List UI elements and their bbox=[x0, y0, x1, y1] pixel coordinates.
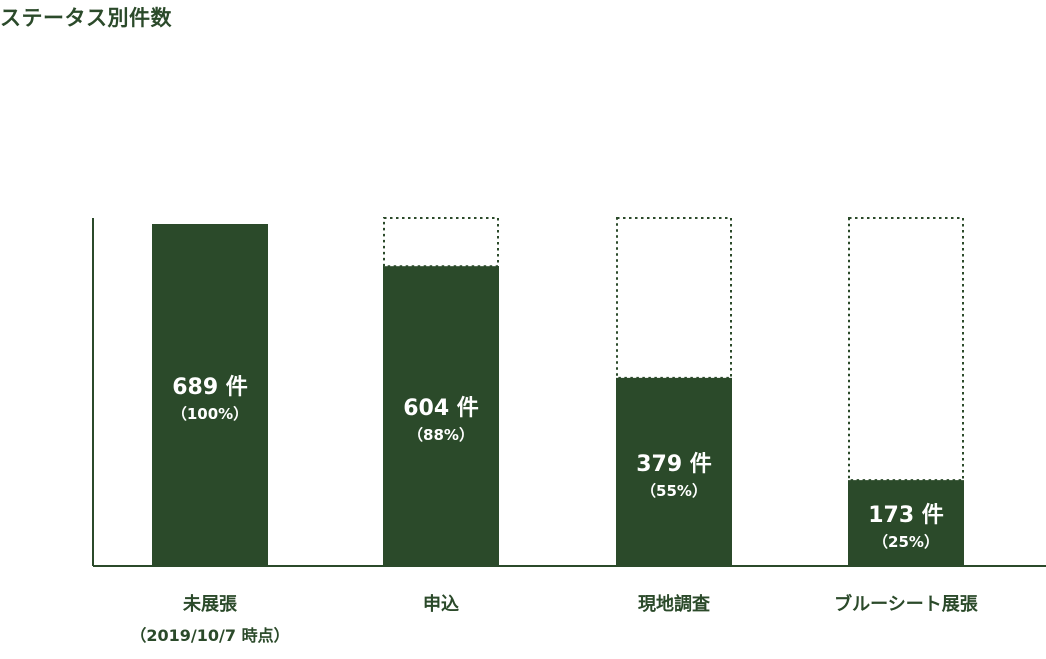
bar bbox=[383, 266, 499, 566]
bar-reference-outline bbox=[848, 217, 964, 482]
bar bbox=[152, 224, 268, 566]
category-label: 未展張 bbox=[183, 594, 238, 615]
chart-title: ステータス別件数 bbox=[0, 6, 172, 30]
bar-percent-label: （88%） bbox=[408, 426, 474, 444]
category-note: （2019/10/7 時点） bbox=[130, 626, 289, 645]
bar-percent-label: （25%） bbox=[873, 533, 939, 551]
category-label: ブルーシート展張 bbox=[834, 593, 979, 615]
bar-percent-label: （100%） bbox=[172, 405, 248, 423]
bar-percent-label: （55%） bbox=[641, 482, 707, 500]
bar-reference-outline bbox=[383, 217, 499, 268]
bar-count-label: 604 件 bbox=[403, 396, 479, 421]
bar-count-label: 689 件 bbox=[172, 375, 248, 400]
bar-count-label: 173 件 bbox=[868, 503, 944, 528]
chart-bars bbox=[152, 217, 964, 566]
bar-count-label: 379 件 bbox=[636, 452, 712, 477]
bar-reference-outline bbox=[616, 217, 732, 379]
category-label: 申込 bbox=[423, 593, 459, 615]
category-label: 現地調査 bbox=[638, 593, 710, 615]
chart-labels: 689 件 （100%） 未展張 604 件 （88%） 申込 379 件 （55%） 現地調査… bbox=[130, 375, 978, 645]
bar bbox=[616, 377, 732, 566]
bar bbox=[848, 480, 964, 566]
